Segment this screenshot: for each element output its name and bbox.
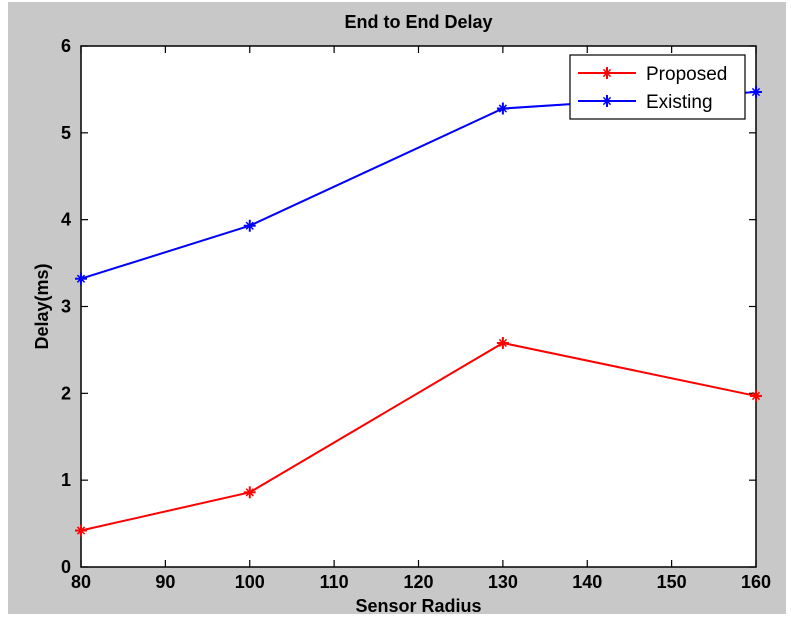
legend-label-proposed: Proposed [646, 64, 727, 85]
y-tick-label: 1 [61, 470, 71, 490]
x-tick-label: 150 [657, 572, 687, 592]
legend-marker-existing [601, 95, 613, 107]
legend: Proposed Existing [569, 54, 746, 120]
data-point-existing-d2 [245, 221, 254, 230]
x-tick-label: 110 [320, 572, 349, 592]
x-tick-label: 80 [71, 572, 91, 592]
chart-title: End to End Delay [344, 12, 492, 32]
legend-label-existing: Existing [646, 92, 713, 113]
x-tick-label: 120 [403, 572, 433, 592]
series-line-proposed [80, 341, 757, 532]
data-point-proposed [750, 389, 762, 402]
data-point-proposed-d2 [498, 338, 508, 348]
y-tick-label: 5 [61, 123, 71, 143]
data-point-existing [496, 102, 509, 115]
x-axis-title: Sensor Radius [355, 596, 481, 616]
x-tick-label: 160 [741, 572, 771, 592]
legend-box [569, 54, 746, 120]
data-point-proposed-d2 [245, 488, 254, 497]
x-tick-label: 140 [572, 572, 602, 592]
x-tick-label: 90 [155, 572, 175, 592]
data-point-existing-d2 [76, 274, 86, 283]
y-tick-label: 3 [61, 297, 71, 317]
y-axis-title: Delay(ms) [32, 263, 52, 349]
data-point-existing [75, 272, 87, 285]
data-point-existing-d2 [498, 104, 508, 113]
x-tick-label: 130 [488, 572, 518, 592]
x-tick-label: 100 [235, 572, 265, 592]
data-point-existing [243, 219, 256, 232]
y-tick-label: 0 [61, 557, 71, 577]
data-point-existing-d2 [751, 87, 761, 97]
data-point-existing [750, 86, 762, 99]
data-point-proposed [496, 336, 509, 349]
y-tick-label: 4 [61, 210, 71, 230]
data-point-proposed-d2 [751, 391, 761, 401]
legend-marker-proposed-d2 [602, 68, 612, 78]
data-point-proposed-d2 [76, 526, 86, 535]
data-point-proposed [75, 524, 87, 537]
legend-marker-existing-d2 [602, 96, 612, 106]
y-tick-label: 2 [61, 383, 71, 403]
data-point-proposed [243, 486, 256, 499]
plot-area [80, 45, 757, 568]
y-tick-label: 6 [61, 36, 71, 56]
legend-marker-proposed [601, 67, 613, 79]
